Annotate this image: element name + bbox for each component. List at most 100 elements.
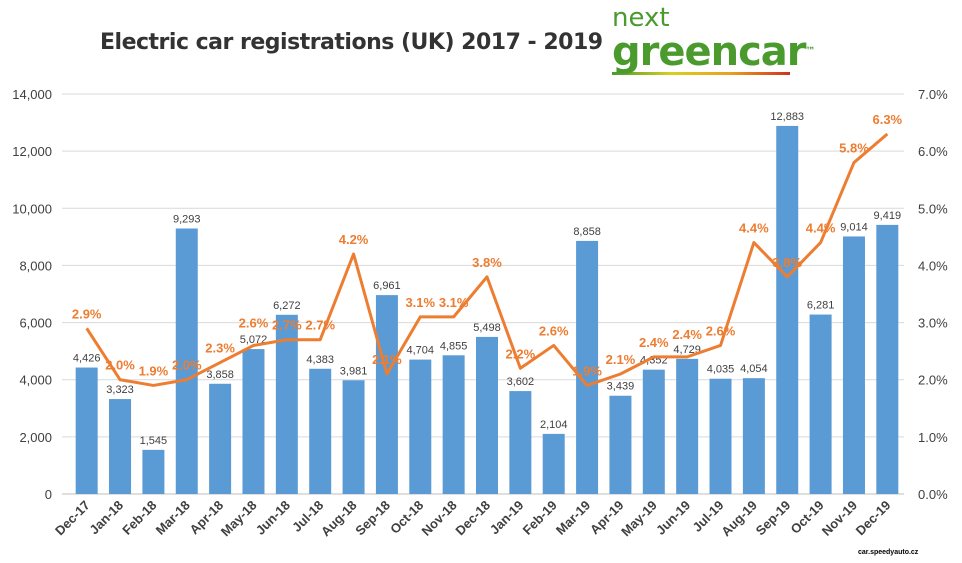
bar	[509, 391, 532, 494]
line-data-label: 2.7%	[272, 318, 302, 333]
x-tick-label: Aug-18	[318, 498, 360, 540]
line-data-label: 5.8%	[839, 141, 869, 156]
bar-data-label: 6,272	[273, 300, 301, 312]
bar	[609, 395, 632, 494]
line-data-label: 2.9%	[72, 306, 102, 321]
bar-data-label: 4,035	[707, 364, 735, 376]
line-data-label: 2.3%	[205, 341, 235, 356]
y-right-tick-label: 2.0%	[918, 373, 948, 388]
bar-data-label: 3,858	[206, 369, 234, 381]
bar	[842, 236, 865, 494]
bar	[642, 369, 665, 494]
bar	[309, 368, 332, 494]
line-data-label: 2.2%	[506, 346, 536, 361]
logo-underline	[612, 72, 790, 75]
x-tick-label: Sep-18	[352, 498, 393, 539]
y-left-tick-label: 6,000	[19, 316, 52, 331]
y-left-tick-label: 4,000	[19, 373, 52, 388]
x-tick-label: Mar-19	[553, 498, 593, 538]
bar-data-label: 2,104	[540, 419, 568, 431]
line-data-label: 1.9%	[139, 363, 169, 378]
line-data-label: 4.2%	[339, 232, 369, 247]
y-left-tick-label: 8,000	[19, 258, 52, 273]
bar-data-label: 3,323	[106, 384, 134, 396]
chart-title: Electric car registrations (UK) 2017 - 2…	[100, 30, 603, 55]
bar	[209, 383, 232, 494]
x-tick-label: Jan-19	[487, 498, 527, 538]
bar-data-label: 12,883	[770, 111, 804, 123]
bar	[342, 380, 365, 494]
bar	[375, 295, 398, 494]
logo-tm: ™	[805, 46, 816, 57]
line-data-label: 1.9%	[572, 363, 602, 378]
bar-data-label: 1,545	[140, 435, 168, 447]
y-left-tick-label: 10,000	[12, 201, 52, 216]
bar-data-label: 4,054	[740, 363, 768, 375]
bar	[75, 367, 98, 494]
x-tick-label: Jun-19	[653, 498, 693, 538]
bar-data-label: 6,281	[807, 300, 835, 312]
logo-line2: greencar™	[612, 29, 816, 75]
y-right-tick-label: 7.0%	[918, 87, 948, 102]
bar-data-label: 5,498	[473, 322, 501, 334]
bar	[542, 433, 565, 494]
bar-data-label: 4,704	[407, 345, 435, 357]
x-tick-label: Feb-19	[520, 498, 560, 538]
bar-data-label: 3,981	[340, 365, 368, 377]
bar	[275, 314, 298, 494]
bar	[576, 240, 599, 494]
bar	[709, 378, 732, 494]
bar-data-label: 8,858	[573, 226, 601, 238]
y-right-tick-label: 4.0%	[918, 258, 948, 273]
x-tick-label: Jan-18	[86, 498, 126, 538]
y-left-tick-label: 14,000	[12, 87, 52, 102]
line-data-label: 2.0%	[172, 358, 202, 373]
line-data-label: 3.8%	[472, 255, 502, 270]
watermark: car.speedyauto.cz	[858, 549, 919, 556]
y-right-tick-label: 0.0%	[918, 487, 948, 502]
line-data-label: 2.6%	[239, 315, 269, 330]
bar-data-label: 9,293	[173, 213, 201, 225]
x-tick-label: Feb-18	[119, 498, 159, 538]
x-tick-label: Nov-18	[418, 498, 459, 539]
bar-data-label: 6,961	[373, 280, 401, 292]
bar-data-label: 3,602	[507, 376, 535, 388]
bar	[742, 378, 765, 494]
bar-data-label: 3,439	[607, 381, 635, 393]
line-data-label: 2.1%	[606, 352, 636, 367]
y-right-tick-label: 1.0%	[918, 430, 948, 445]
x-tick-label: Dec-17	[52, 498, 93, 539]
bar-data-label: 4,426	[73, 353, 101, 365]
bar	[409, 359, 432, 494]
x-tick-label: Mar-18	[153, 498, 193, 538]
line-data-label: 2.7%	[305, 318, 335, 333]
bar-data-label: 4,855	[440, 340, 468, 352]
line-series	[85, 132, 889, 387]
bar	[142, 449, 165, 494]
line-data-label: 2.0%	[105, 358, 135, 373]
line-data-label: 4.4%	[806, 221, 836, 236]
y-right-tick-label: 6.0%	[918, 144, 948, 159]
line-data-label: 2.1%	[372, 352, 402, 367]
x-tick-label: Nov-19	[819, 498, 860, 539]
bar	[876, 224, 899, 494]
logo-word: greencar	[612, 29, 807, 75]
x-tick-label: May-18	[218, 498, 260, 540]
bar	[776, 125, 799, 495]
nextgreencar-logo: next greencar™	[612, 4, 816, 75]
line-data-label: 3.1%	[439, 295, 469, 310]
y-left-tick-label: 2,000	[19, 430, 52, 445]
y-right-tick-label: 5.0%	[918, 201, 948, 216]
bar	[175, 228, 198, 494]
line-data-label: 3.8%	[772, 255, 802, 270]
bar	[476, 336, 498, 494]
x-tick-label: Sep-19	[753, 498, 794, 539]
bar	[242, 349, 265, 494]
x-tick-label: May-19	[618, 498, 660, 540]
x-tick-label: Dec-19	[853, 498, 894, 539]
bar	[809, 314, 832, 494]
bar-data-label: 9,014	[840, 221, 868, 233]
line-data-label: 6.3%	[872, 112, 902, 127]
y-left-tick-label: 12,000	[12, 144, 52, 159]
